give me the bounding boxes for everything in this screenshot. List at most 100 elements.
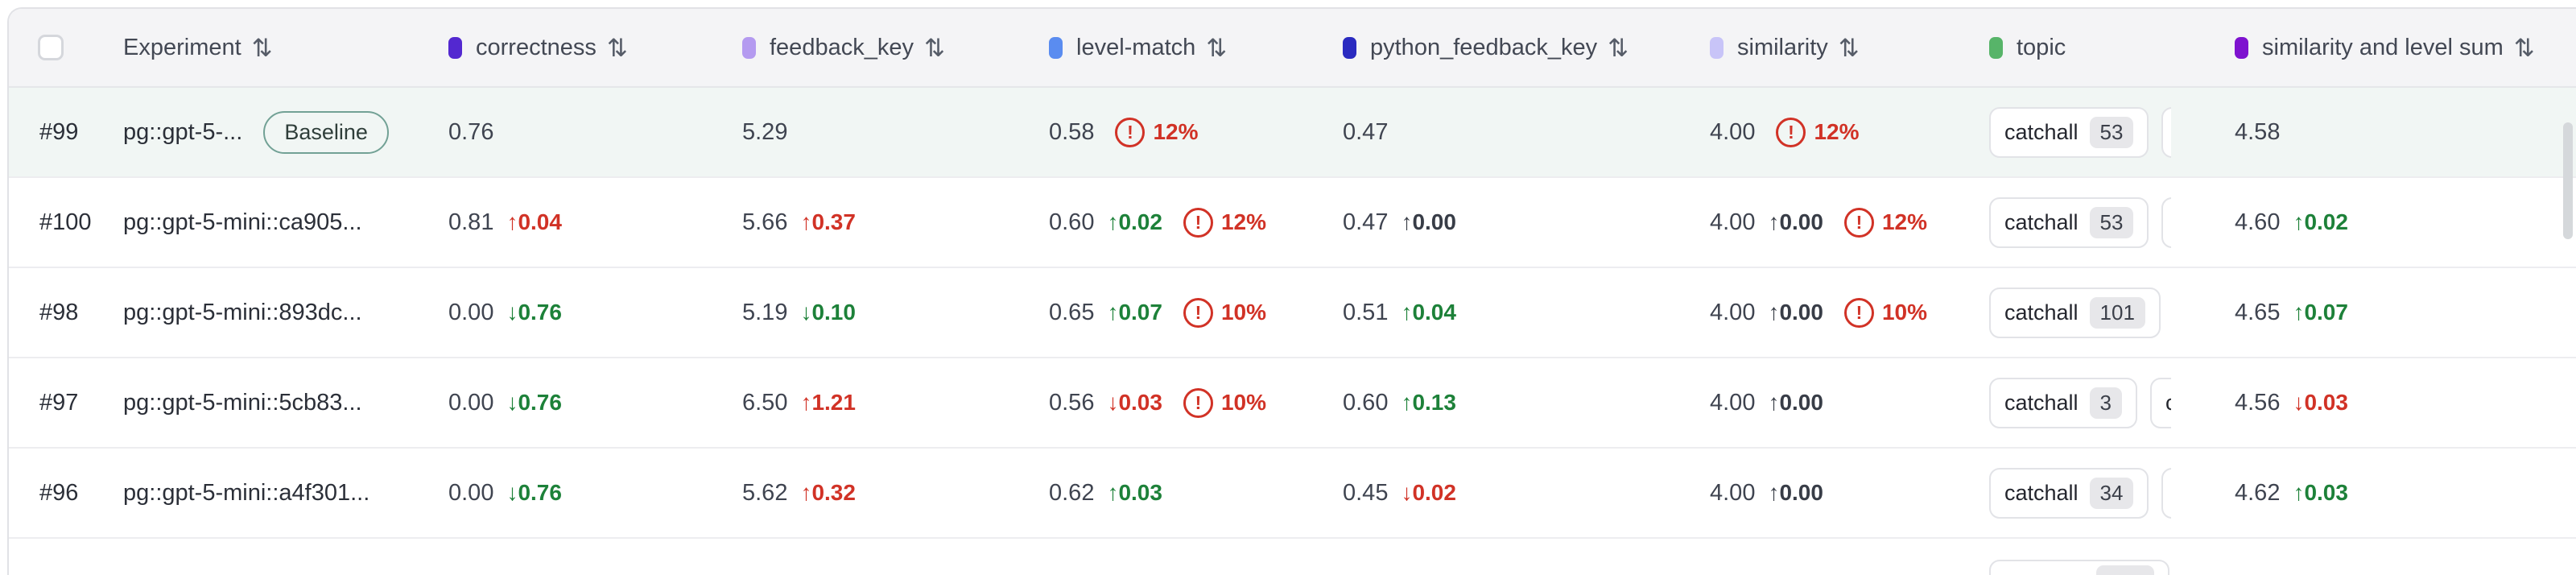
experiment-name: pg::gpt-5-mini::5cb83... xyxy=(123,389,362,416)
experiment-cell[interactable]: pg::gpt-5-mini::a4f301... xyxy=(123,480,448,507)
row-number-cell: #98 xyxy=(9,300,123,326)
table-row-partial[interactable] xyxy=(9,539,2576,575)
similarity-cell: 4.00 ↑0.00 ! 10% xyxy=(1710,297,1989,328)
metric-value: 0.00 xyxy=(448,299,494,325)
select-all-checkbox[interactable] xyxy=(38,35,64,60)
row-number-cell: #97 xyxy=(9,390,123,416)
metric-color-dot xyxy=(1049,36,1063,59)
baseline-badge: Baseline xyxy=(263,110,389,154)
column-header-python-feedback-key[interactable]: python_feedback_key ⇅ xyxy=(1343,35,1710,61)
metric-delta: ↑0.00 xyxy=(1768,480,1823,505)
topic-count-badge: 101 xyxy=(2089,296,2145,329)
topic-count-badge: 3 xyxy=(2089,387,2123,419)
metric-delta: ↑0.02 xyxy=(1107,209,1162,234)
warning-percent: 12% xyxy=(1814,119,1860,144)
warning-icon: ! xyxy=(1183,387,1213,418)
metric-value: 4.65 xyxy=(2235,299,2281,325)
warning-percent: 12% xyxy=(1881,209,1927,234)
column-header-similarity[interactable]: similarity ⇅ xyxy=(1710,35,1989,61)
metric-value: 5.66 xyxy=(742,209,788,235)
row-number: #99 xyxy=(39,118,79,145)
table-row[interactable]: #97 pg::gpt-5-mini::5cb83... 0.00 ↓0.76 … xyxy=(9,358,2576,449)
row-number-cell: #96 xyxy=(9,480,123,507)
column-header-level-match[interactable]: level-match ⇅ xyxy=(1049,35,1343,61)
metric-value: 5.19 xyxy=(742,299,788,325)
topic-cell: catchall 3 cli xyxy=(1989,377,2235,428)
metric-value: 0.76 xyxy=(448,118,494,145)
correctness-cell: 0.81 ↑0.04 xyxy=(448,209,742,236)
topic-label: cli xyxy=(2165,390,2171,415)
warning-percent: 10% xyxy=(1220,300,1266,325)
warning-badge: ! 10% xyxy=(1183,297,1266,328)
metric-delta: ↓0.76 xyxy=(506,300,562,325)
metric-delta: ↓0.76 xyxy=(506,390,562,415)
topic-pill-list: catchall 34 c xyxy=(1989,467,2171,519)
column-header-correctness[interactable]: correctness ⇅ xyxy=(448,35,742,61)
experiment-cell[interactable]: pg::gpt-5-mini::893dc... xyxy=(123,300,448,326)
metric-delta: ↓0.03 xyxy=(1107,390,1162,415)
similarity-cell: 4.00 ↑0.00 ! 12% xyxy=(1710,207,1989,238)
feedback-key-cell: 6.50 ↑1.21 xyxy=(742,390,1049,416)
table-row[interactable]: #98 pg::gpt-5-mini::893dc... 0.00 ↓0.76 … xyxy=(9,268,2576,358)
column-label: feedback_key xyxy=(770,34,914,60)
warning-badge: ! 12% xyxy=(1843,207,1927,238)
experiment-cell[interactable]: pg::gpt-5-mini::ca905... xyxy=(123,209,448,236)
metric-delta: ↑0.07 xyxy=(1107,300,1162,325)
table-row[interactable]: #99 pg::gpt-5-... Baseline 0.76 5.29 0.5… xyxy=(9,88,2576,178)
metric-color-dot xyxy=(1710,36,1724,59)
similarity-and-level-sum-cell: 4.60 ↑0.02 xyxy=(2235,209,2576,236)
metric-delta: ↓0.76 xyxy=(506,480,562,505)
table-row[interactable]: #96 pg::gpt-5-mini::a4f301... 0.00 ↓0.76… xyxy=(9,449,2576,539)
column-label: topic xyxy=(2017,34,2066,60)
metric-color-dot xyxy=(742,36,756,59)
metric-value: 0.81 xyxy=(448,209,494,235)
sort-icon[interactable]: ⇅ xyxy=(1838,33,1860,62)
warning-badge: ! 12% xyxy=(1776,117,1860,147)
sort-icon[interactable]: ⇅ xyxy=(1608,33,1629,62)
column-header-similarity-and-level-sum[interactable]: similarity and level sum ⇅ xyxy=(2235,35,2576,61)
topic-pill-list: catchall 53 c xyxy=(1989,196,2171,248)
similarity-cell: 4.00 ↑0.00 xyxy=(1710,480,1989,507)
metric-value: 0.58 xyxy=(1049,118,1095,145)
column-label: Experiment xyxy=(123,34,242,60)
topic-label: catchall xyxy=(2004,119,2079,144)
metric-delta: ↑0.02 xyxy=(2293,209,2348,234)
similarity-cell: 4.00 ! 12% xyxy=(1710,117,1989,147)
metric-value: 0.62 xyxy=(1049,479,1095,506)
metric-value: 4.00 xyxy=(1710,299,1756,325)
metric-color-dot xyxy=(2235,36,2248,59)
table-header-row: Experiment ⇅ correctness ⇅ feedback_key … xyxy=(9,9,2576,88)
sort-icon[interactable]: ⇅ xyxy=(2513,33,2535,62)
column-label: python_feedback_key xyxy=(1370,34,1598,60)
similarity-and-level-sum-cell: 4.65 ↑0.07 xyxy=(2235,300,2576,326)
column-header-experiment[interactable]: Experiment ⇅ xyxy=(123,35,448,61)
sort-icon[interactable]: ⇅ xyxy=(251,33,273,62)
metric-value: 4.00 xyxy=(1710,479,1756,506)
warning-percent: 10% xyxy=(1881,300,1927,325)
metric-value: 6.50 xyxy=(742,389,788,416)
sort-icon[interactable]: ⇅ xyxy=(606,33,628,62)
feedback-key-cell: 5.62 ↑0.32 xyxy=(742,480,1049,507)
metric-value: 0.60 xyxy=(1343,389,1389,416)
warning-percent: 12% xyxy=(1153,119,1199,144)
experiment-cell[interactable]: pg::gpt-5-... Baseline xyxy=(123,110,448,154)
topic-pill: catchall 34 xyxy=(1989,467,2149,519)
warning-badge: ! 12% xyxy=(1115,117,1199,147)
table-row[interactable]: #100 pg::gpt-5-mini::ca905... 0.81 ↑0.04… xyxy=(9,178,2576,268)
metric-delta: ↓0.03 xyxy=(2293,390,2348,415)
vertical-scrollbar-thumb[interactable] xyxy=(2563,122,2573,239)
warning-icon: ! xyxy=(1115,117,1146,147)
metric-delta: ↑1.21 xyxy=(800,390,856,415)
topic-label: catchall xyxy=(2004,480,2079,505)
results-table: Experiment ⇅ correctness ⇅ feedback_key … xyxy=(7,7,2576,575)
sort-icon[interactable]: ⇅ xyxy=(1206,33,1228,62)
warning-icon: ! xyxy=(1183,207,1213,238)
row-number-cell: #99 xyxy=(9,119,123,146)
experiment-cell[interactable]: pg::gpt-5-mini::5cb83... xyxy=(123,390,448,416)
feedback-key-cell: 5.19 ↓0.10 xyxy=(742,300,1049,326)
sort-icon[interactable]: ⇅ xyxy=(923,33,945,62)
level-match-cell: 0.58 ! 12% xyxy=(1049,117,1343,147)
topic-count-badge xyxy=(2096,565,2154,575)
metric-value: 4.00 xyxy=(1710,209,1756,235)
column-header-feedback-key[interactable]: feedback_key ⇅ xyxy=(742,35,1049,61)
